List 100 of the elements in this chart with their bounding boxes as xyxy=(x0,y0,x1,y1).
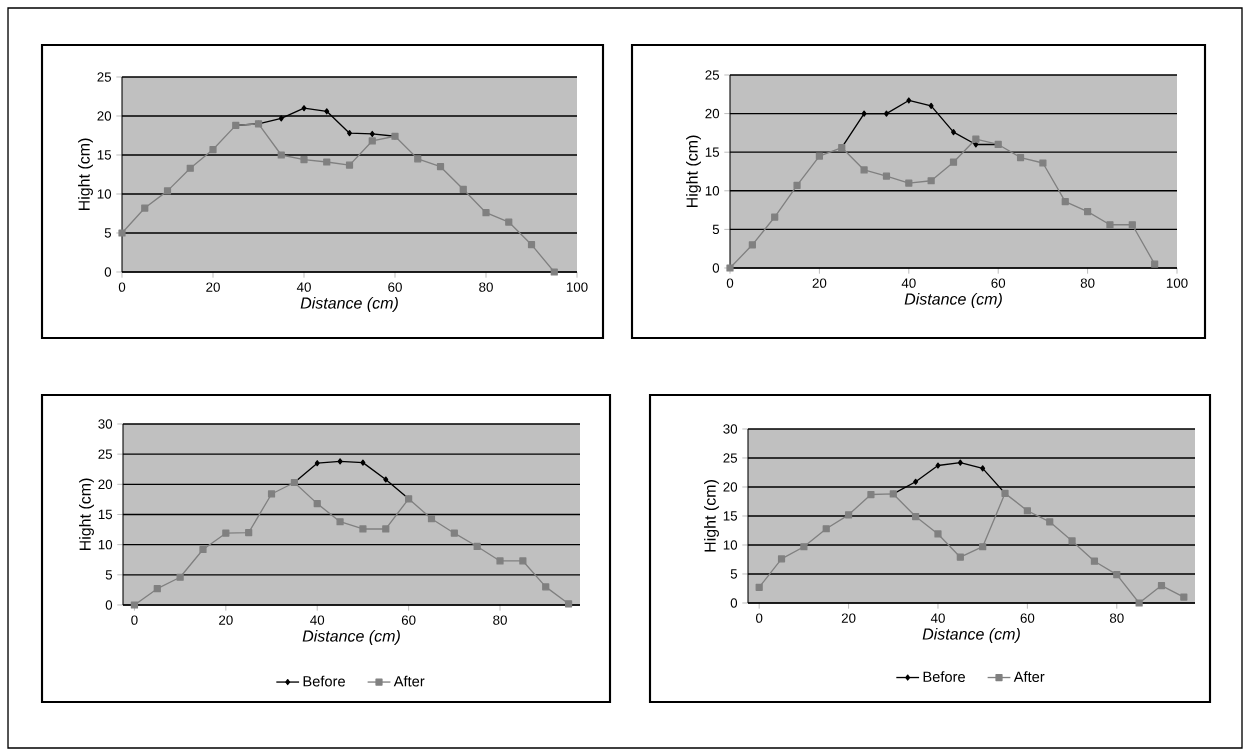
y-tick-label: 30 xyxy=(723,424,738,434)
x-tick-label: 0 xyxy=(118,282,126,292)
x-tick-label: 80 xyxy=(479,282,493,292)
y-tick-label: 5 xyxy=(105,570,113,580)
legend-label: After xyxy=(393,675,425,687)
y-tick-label: 20 xyxy=(97,111,112,121)
point xyxy=(1157,581,1166,590)
point xyxy=(867,490,875,499)
point xyxy=(1113,570,1121,579)
y-tick-label: 15 xyxy=(705,147,720,157)
y-tick-label: 15 xyxy=(723,511,738,521)
y-tick-label: 25 xyxy=(705,70,720,80)
x-tick-label: 40 xyxy=(901,278,916,288)
x-tick-label: 60 xyxy=(991,278,1006,288)
y-axis-title: Hight (cm) xyxy=(704,480,719,552)
y-tick-label: 5 xyxy=(730,569,738,579)
y-tick-label: 10 xyxy=(97,189,112,199)
y-axis-title: Hight (cm) xyxy=(79,478,94,551)
x-axis-title: Distance (cm) xyxy=(922,627,1020,643)
legend-label: After xyxy=(1013,671,1045,682)
point xyxy=(301,105,307,112)
point xyxy=(527,241,536,249)
x-axis-title: Distance (cm) xyxy=(300,296,398,312)
y-tick-label: 20 xyxy=(723,482,738,492)
x-tick-label: 0 xyxy=(756,613,763,623)
x-tick-label: 100 xyxy=(566,282,588,292)
point xyxy=(324,108,330,115)
x-tick-label: 20 xyxy=(206,282,220,292)
point xyxy=(844,511,853,519)
point xyxy=(163,187,172,195)
point xyxy=(777,555,786,563)
y-tick-label: 30 xyxy=(98,419,113,429)
point xyxy=(934,530,942,538)
point xyxy=(118,229,126,237)
y-tick-label: 25 xyxy=(98,449,113,459)
y-tick-label: 10 xyxy=(723,540,738,550)
point xyxy=(935,462,941,469)
y-tick-label: 0 xyxy=(105,600,113,610)
point xyxy=(913,478,919,485)
point xyxy=(822,525,830,533)
point xyxy=(300,156,308,164)
x-tick-label: 80 xyxy=(1080,278,1095,288)
x-tick-label: 0 xyxy=(131,615,138,625)
legend-label: Before xyxy=(923,671,965,682)
point xyxy=(1135,599,1143,607)
x-tick-label: 60 xyxy=(388,282,402,292)
x-tick-label: 40 xyxy=(310,615,325,625)
y-tick-label: 25 xyxy=(97,72,112,82)
point xyxy=(209,145,217,154)
point xyxy=(323,158,331,166)
point xyxy=(436,163,445,171)
point xyxy=(369,130,375,137)
point xyxy=(1023,507,1031,515)
x-axis-title: Distance (cm) xyxy=(302,629,400,645)
x-axis-title: Distance (cm) xyxy=(904,292,1002,308)
x-tick-label: 20 xyxy=(812,278,827,288)
y-tick-label: 0 xyxy=(104,267,112,277)
y-tick-label: 0 xyxy=(730,598,738,608)
point xyxy=(980,465,986,472)
x-tick-label: 20 xyxy=(219,615,233,625)
point xyxy=(957,459,963,466)
y-tick-label: 10 xyxy=(705,186,720,196)
point xyxy=(1046,518,1054,526)
point xyxy=(414,155,422,163)
point xyxy=(550,268,558,276)
y-tick-label: 10 xyxy=(98,539,113,550)
point xyxy=(368,137,376,145)
x-tick-label: 60 xyxy=(401,615,416,625)
point xyxy=(345,161,354,169)
x-tick-label: 80 xyxy=(1109,613,1124,623)
point xyxy=(912,512,920,521)
y-axis-title: Hight (cm) xyxy=(686,135,701,208)
y-axis-title: Hight (cm) xyxy=(78,138,93,211)
point xyxy=(979,543,987,551)
y-tick-label: 5 xyxy=(712,224,720,235)
y-tick-label: 5 xyxy=(104,228,112,238)
point xyxy=(956,553,964,561)
point xyxy=(505,218,513,226)
x-tick-label: 20 xyxy=(841,613,856,623)
y-tick-label: 25 xyxy=(723,453,738,463)
x-tick-label: 40 xyxy=(296,282,311,292)
y-tick-label: 0 xyxy=(712,263,720,273)
y-tick-label: 20 xyxy=(705,108,720,119)
point xyxy=(755,583,763,591)
point xyxy=(1090,557,1099,565)
point xyxy=(278,115,284,122)
legend-label: Before xyxy=(303,675,345,687)
point xyxy=(1180,593,1188,601)
point xyxy=(1068,537,1076,545)
point xyxy=(482,209,490,217)
y-tick-label: 15 xyxy=(97,150,112,160)
point xyxy=(459,185,467,193)
x-tick-label: 60 xyxy=(1020,613,1035,623)
point xyxy=(347,130,352,137)
x-tick-label: 100 xyxy=(1166,278,1188,288)
point xyxy=(186,164,194,172)
x-tick-label: 80 xyxy=(493,615,507,625)
y-tick-label: 15 xyxy=(98,509,113,520)
point xyxy=(141,204,149,212)
point xyxy=(800,543,808,551)
